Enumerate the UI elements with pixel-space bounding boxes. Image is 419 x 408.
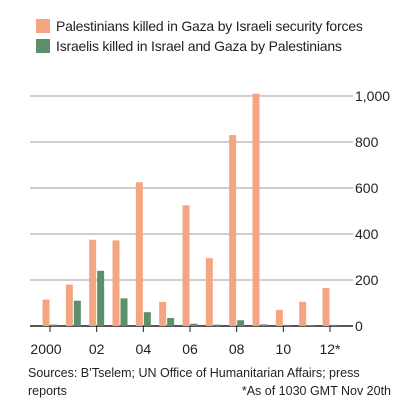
bar-israelis-09: [260, 324, 268, 326]
bar-palestinians-09: [252, 93, 260, 326]
bar-israelis-12: [330, 324, 338, 326]
gridlines: [30, 95, 353, 327]
bars: [42, 93, 338, 326]
bar-palestinians-10: [275, 309, 283, 326]
bar-palestinians-08: [229, 135, 237, 326]
legend: Palestinians killed in Gaza by Israeli s…: [36, 16, 363, 56]
footnote: *As of 1030 GMT Nov 20th: [241, 384, 391, 398]
y-axis-ticks: 0 200 400 600 800 1,000: [355, 88, 390, 334]
legend-label-israelis: Israelis killed in Israel and Gaza by Pa…: [56, 38, 342, 54]
bar-israelis-01: [73, 300, 81, 326]
bar-israelis-2000: [50, 324, 58, 326]
bar-palestinians-07: [205, 258, 213, 326]
y-tick-label-200: 200: [355, 272, 379, 288]
bar-palestinians-2000: [42, 299, 50, 326]
bar-palestinians-11: [299, 301, 307, 326]
y-tick-label-400: 400: [355, 226, 379, 242]
bar-israelis-08: [237, 320, 245, 326]
x-tick-label-06: 06: [182, 341, 198, 357]
bar-palestinians-03: [112, 240, 120, 326]
y-tick-label-1000: 1,000: [355, 88, 390, 104]
x-tick-label-12: 12*: [319, 341, 341, 357]
bar-israelis-02: [97, 270, 105, 326]
legend-label-palestinians: Palestinians killed in Gaza by Israeli s…: [56, 18, 363, 34]
bar-israelis-11: [307, 325, 315, 326]
x-axis-ticks: 2000 02 04 06 08 10 12*: [30, 326, 341, 357]
x-tick-label-04: 04: [136, 341, 152, 357]
bar-israelis-10: [283, 324, 291, 326]
bar-israelis-04: [143, 312, 151, 326]
source-note: Sources: B’Tselem; UN Office of Humanita…: [28, 366, 360, 398]
x-tick-label-2000: 2000: [30, 341, 61, 357]
y-tick-label-600: 600: [355, 180, 379, 196]
bar-israelis-03: [120, 298, 128, 326]
bar-israelis-06: [190, 323, 198, 326]
bar-palestinians-05: [159, 301, 167, 326]
y-tick-label-800: 800: [355, 134, 379, 150]
x-tick-label-10: 10: [276, 341, 292, 357]
bar-palestinians-12: [322, 288, 330, 326]
bar-palestinians-02: [89, 239, 97, 326]
y-tick-label-0: 0: [355, 318, 363, 334]
x-tick-label-08: 08: [229, 341, 245, 357]
bar-israelis-07: [213, 324, 221, 326]
legend-item-israelis: Israelis killed in Israel and Gaza by Pa…: [36, 36, 363, 56]
x-tick-label-02: 02: [89, 341, 105, 357]
bar-palestinians-06: [182, 205, 190, 326]
bar-palestinians-04: [135, 182, 143, 326]
legend-swatch-palestinians: [36, 19, 50, 33]
legend-item-palestinians: Palestinians killed in Gaza by Israeli s…: [36, 16, 363, 36]
bar-israelis-05: [167, 317, 175, 326]
bar-palestinians-01: [65, 284, 73, 326]
legend-swatch-israelis: [36, 39, 50, 53]
